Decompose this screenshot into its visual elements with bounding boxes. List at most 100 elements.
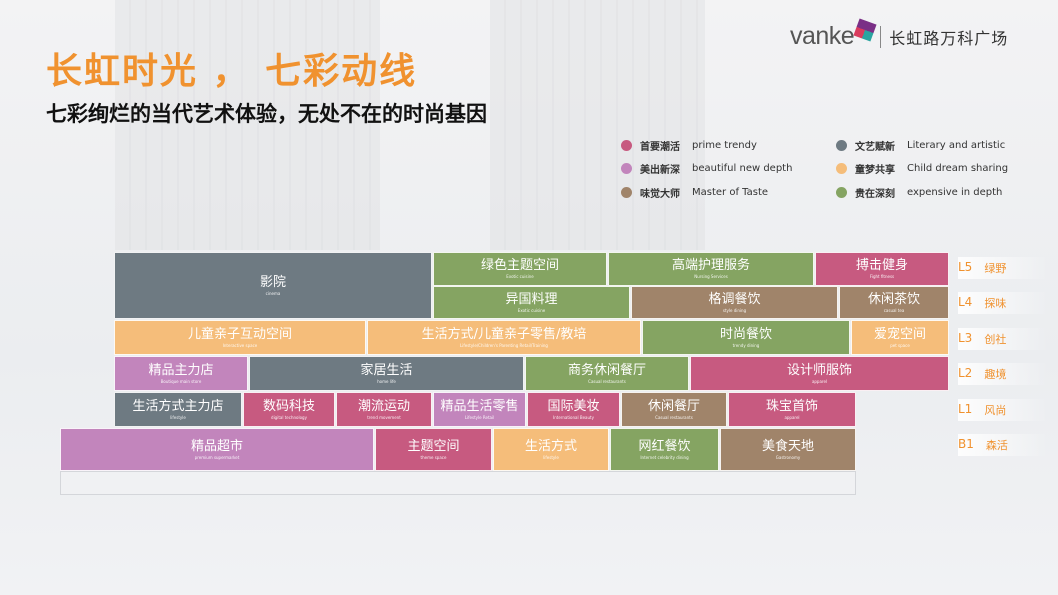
zone-english: home life: [377, 378, 396, 384]
store-zone[interactable]: 潮流运动 trend movement: [336, 392, 432, 427]
zone-name: 时尚餐饮: [719, 326, 772, 342]
store-zone[interactable]: 网红餐饮 Internet celebrity dining: [610, 428, 719, 471]
store-zone[interactable]: 生活方式 lifestyle: [493, 428, 609, 471]
zone-english: apparel: [811, 378, 828, 384]
logo-brand: vanke: [790, 22, 855, 50]
zone-name: 异国料理: [505, 291, 558, 307]
zone-english: Lifestyle Retail: [464, 414, 495, 420]
store-zone[interactable]: 高端护理服务 Nursing Services: [608, 252, 814, 286]
floor-theme: 趣境: [984, 368, 1007, 381]
store-zone[interactable]: 商务休闲餐厅 Casual restaurants: [525, 356, 689, 391]
zone-name: 精品主力店: [148, 362, 214, 378]
legend-en: Master of Taste: [692, 187, 769, 198]
page-subtitle: 七彩绚烂的当代艺术体验，无处不在的时尚基因: [46, 102, 487, 126]
zone-name: 珠宝首饰: [765, 398, 818, 414]
legend-en: Literary and artistic: [907, 140, 1006, 151]
zone-english: premium supermarket: [194, 454, 240, 460]
zone-name: 生活方式/儿童亲子零售/教培: [421, 326, 587, 342]
zone-name: 格调餐饮: [708, 291, 761, 307]
zone-english: International Beauty: [553, 414, 594, 420]
store-zone[interactable]: 休闲餐厅 Casual restaurants: [621, 392, 727, 427]
store-zone[interactable]: 家居生活 home life: [249, 356, 524, 391]
legend-item: 味觉大师 Master of Taste: [621, 185, 768, 200]
page-title: 长虹时光 ， 七彩动线: [46, 51, 418, 92]
store-zone[interactable]: 精品超市 premium supermarket: [60, 428, 374, 471]
store-zone[interactable]: 时尚餐饮 trendy dining: [642, 320, 850, 355]
zone-english: pet space: [890, 342, 910, 348]
store-zone[interactable]: 主题空间 theme space: [375, 428, 492, 471]
zone-english: lifestyle: [543, 454, 559, 460]
legend-cn: 贵在深刻: [855, 189, 895, 200]
zone-name: 潮流运动: [357, 398, 410, 414]
legend-en: prime trendy: [692, 140, 757, 151]
zone-english: cinema: [265, 290, 281, 296]
store-zone[interactable]: 爱宠空间 pet space: [851, 320, 949, 355]
legend-cn: 味觉大师: [640, 189, 680, 200]
zone-name: 影院: [259, 274, 286, 290]
store-zone[interactable]: 影院 cinema: [114, 252, 432, 319]
zone-name: 美食天地: [761, 438, 814, 454]
floor-level: L2: [958, 366, 973, 380]
background-building: [115, 0, 380, 250]
zone-name: 商务休闲餐厅: [567, 362, 646, 378]
floor-theme: 森活: [985, 439, 1008, 452]
store-zone[interactable]: 珠宝首饰 apparel: [728, 392, 856, 427]
zone-name: 搏击健身: [855, 258, 908, 273]
floor-theme: 风尚: [984, 404, 1007, 417]
legend-en: expensive in depth: [907, 187, 1003, 198]
zone-name: 休闲茶饮: [867, 291, 920, 307]
background-building: [490, 0, 705, 250]
store-zone[interactable]: 精品生活零售 Lifestyle Retail: [433, 392, 526, 427]
floor-level: L4: [958, 295, 973, 309]
store-zone[interactable]: 格调餐饮 style dining: [631, 286, 838, 319]
zone-name: 数码科技: [262, 398, 315, 414]
zone-english: Casual restaurants: [655, 414, 693, 420]
logo-name: 长虹路万科广场: [889, 28, 1009, 48]
logo-divider: [880, 25, 882, 48]
zone-name: 家居生活: [360, 362, 413, 378]
store-zone[interactable]: 异国料理 Exotic cuisine: [433, 286, 630, 319]
legend-en: beautiful new depth: [692, 163, 793, 174]
zone-name: 国际美妆: [547, 398, 600, 414]
store-zone[interactable]: 数码科技 digital technology: [243, 392, 335, 427]
floor-theme: 创社: [984, 333, 1007, 346]
legend-item: 首要潮活 prime trendy: [621, 138, 757, 153]
store-zone[interactable]: 设计师服饰 apparel: [690, 356, 949, 391]
legend-cn: 文艺赋新: [855, 142, 895, 153]
store-zone[interactable]: 生活方式主力店 lifestyle: [114, 392, 242, 427]
floor-label-l3: L3 创社: [958, 328, 1048, 350]
store-zone[interactable]: 精品主力店 Boutique main store: [114, 356, 248, 391]
zone-name: 儿童亲子互动空间: [187, 326, 292, 342]
legend-dot-icon: [836, 163, 847, 174]
store-zone[interactable]: 儿童亲子互动空间 Interactive space: [114, 320, 366, 355]
zone-name: 爱宠空间: [873, 326, 926, 342]
floor-label-l4: L4 探味: [958, 292, 1048, 314]
vanke-mark-icon: [853, 17, 877, 42]
store-zone[interactable]: 休闲茶饮 casual tea: [839, 286, 949, 319]
floor-label-l1: L1 风尚: [958, 399, 1048, 421]
zone-name: 精品生活零售: [440, 398, 519, 414]
floor-label-l2: L2 趣境: [958, 363, 1048, 385]
zone-english: trendy dining: [732, 342, 760, 348]
zone-english: Lifestyle/Children's Parenting Retail/Tr…: [460, 342, 548, 348]
legend-en: Child dream sharing: [907, 163, 1009, 174]
store-zone[interactable]: 搏击健身 Fight fitness: [815, 252, 949, 286]
floor-theme: 探味: [984, 297, 1007, 310]
legend-dot-icon: [621, 163, 632, 174]
zone-english: apparel: [784, 414, 800, 420]
store-zone[interactable]: 绿色主题空间 Exotic cuisine: [433, 252, 607, 286]
vanke-logo: vanke 长虹路万科广场: [790, 17, 1009, 51]
legend-item: 文艺赋新 Literary and artistic: [836, 138, 1005, 153]
store-zone[interactable]: 国际美妆 International Beauty: [527, 392, 620, 427]
zone-name: 高端护理服务: [671, 258, 750, 273]
floor-level: L3: [958, 331, 973, 345]
floor-level: B1: [958, 437, 974, 451]
store-zone[interactable]: 生活方式/儿童亲子零售/教培 Lifestyle/Children's Paren…: [367, 320, 641, 355]
zone-english: trend movement: [367, 414, 401, 420]
legend-dot-icon: [836, 187, 847, 198]
floor-theme: 绿野: [984, 262, 1007, 275]
legend-dot-icon: [836, 140, 847, 151]
store-zone[interactable]: 美食天地 Gastronomy: [720, 428, 856, 471]
legend-item: 童梦共享 Child dream sharing: [836, 161, 1008, 176]
zone-name: 网红餐饮: [638, 438, 691, 454]
